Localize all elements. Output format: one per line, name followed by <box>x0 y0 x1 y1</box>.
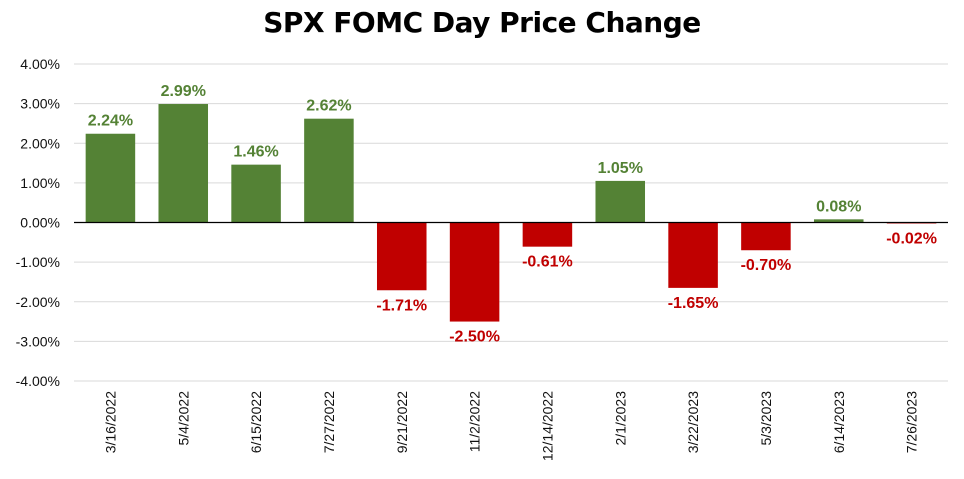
chart-title: SPX FOMC Day Price Change <box>263 6 701 39</box>
data-label: -0.61% <box>522 254 573 271</box>
y-tick-label: -4.00% <box>16 373 60 389</box>
bar <box>813 219 864 223</box>
y-tick-label: 2.00% <box>20 135 60 151</box>
bar <box>158 104 209 223</box>
x-axis-ticks: 3/16/2022 5/4/2022 6/15/2022 7/27/2022 9/21/… <box>102 391 919 461</box>
bar <box>85 133 136 223</box>
data-label: -0.02% <box>886 230 937 247</box>
x-tick-label: 11/2/2022 <box>467 391 483 452</box>
data-label: 0.08% <box>816 198 861 215</box>
y-tick-label: 4.00% <box>20 56 60 72</box>
x-tick-label: 5/4/2022 <box>175 391 191 446</box>
y-tick-label: 1.00% <box>20 175 60 191</box>
bar <box>595 180 646 223</box>
bar <box>668 222 718 288</box>
x-tick-label: 5/3/2023 <box>758 391 774 446</box>
x-tick-label: 6/15/2022 <box>248 391 264 453</box>
bar <box>522 222 573 247</box>
bar <box>741 222 791 251</box>
data-label: -1.71% <box>376 297 427 314</box>
bar <box>449 222 500 322</box>
data-label: -2.50% <box>449 329 500 346</box>
data-label: 2.62% <box>306 98 351 115</box>
data-label: 1.46% <box>233 144 278 161</box>
y-tick-label: 3.00% <box>20 96 60 112</box>
x-tick-label: 3/16/2022 <box>102 391 118 453</box>
x-tick-label: 3/22/2023 <box>685 391 701 453</box>
data-label: 2.24% <box>88 113 133 130</box>
x-tick-label: 12/14/2022 <box>539 391 555 461</box>
y-axis-ticks: 4.00% 3.00% 2.00% 1.00% 0.00% -1.00% -2.00% -3.… <box>16 56 60 389</box>
y-tick-label: 0.00% <box>20 215 60 231</box>
data-label: -1.65% <box>668 295 719 312</box>
data-label: 1.05% <box>598 160 643 177</box>
data-label: 2.99% <box>161 83 206 100</box>
y-tick-label: -2.00% <box>16 294 60 310</box>
x-tick-label: 2/1/2023 <box>612 391 628 446</box>
x-tick-label: 7/26/2023 <box>904 391 920 453</box>
bar <box>231 164 281 223</box>
bar <box>304 118 354 223</box>
y-tick-label: -3.00% <box>16 333 60 349</box>
gridlines <box>74 63 948 382</box>
y-tick-label: -1.00% <box>16 254 60 270</box>
bars <box>85 104 937 322</box>
x-tick-label: 7/27/2022 <box>321 391 337 453</box>
x-tick-label: 6/14/2023 <box>831 391 847 453</box>
data-labels: 2.24% 2.99% 1.46% 2.62% -1.71% -2.50% -0.61% 1.… <box>88 83 937 346</box>
data-label: -0.70% <box>741 257 792 274</box>
x-tick-label: 9/21/2022 <box>394 391 410 453</box>
bar <box>376 222 427 291</box>
